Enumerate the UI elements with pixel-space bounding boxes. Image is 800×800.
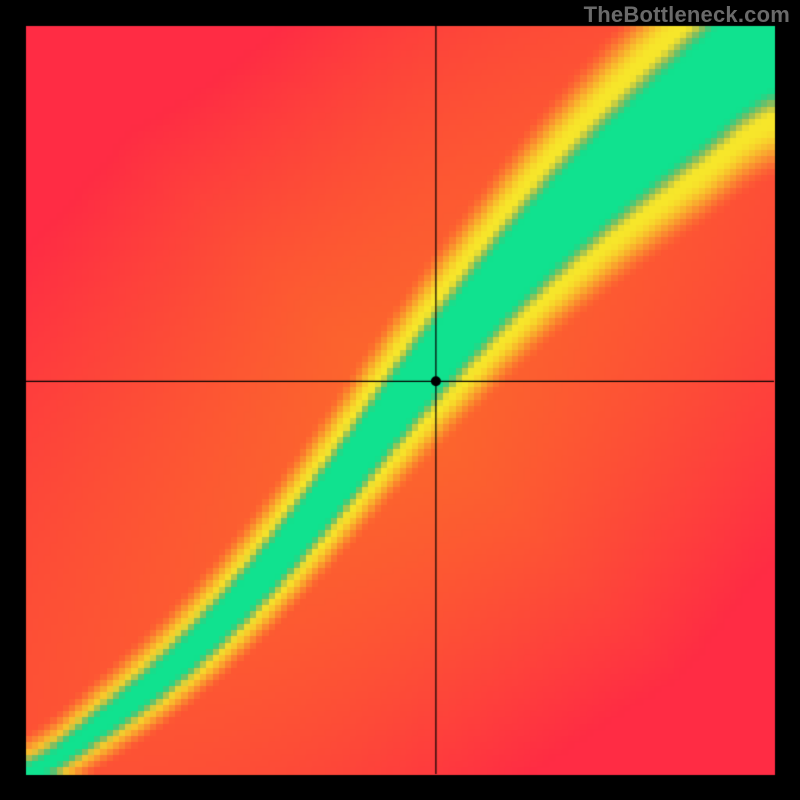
bottleneck-heatmap <box>0 0 800 800</box>
chart-container: TheBottleneck.com <box>0 0 800 800</box>
watermark-text: TheBottleneck.com <box>584 2 790 28</box>
